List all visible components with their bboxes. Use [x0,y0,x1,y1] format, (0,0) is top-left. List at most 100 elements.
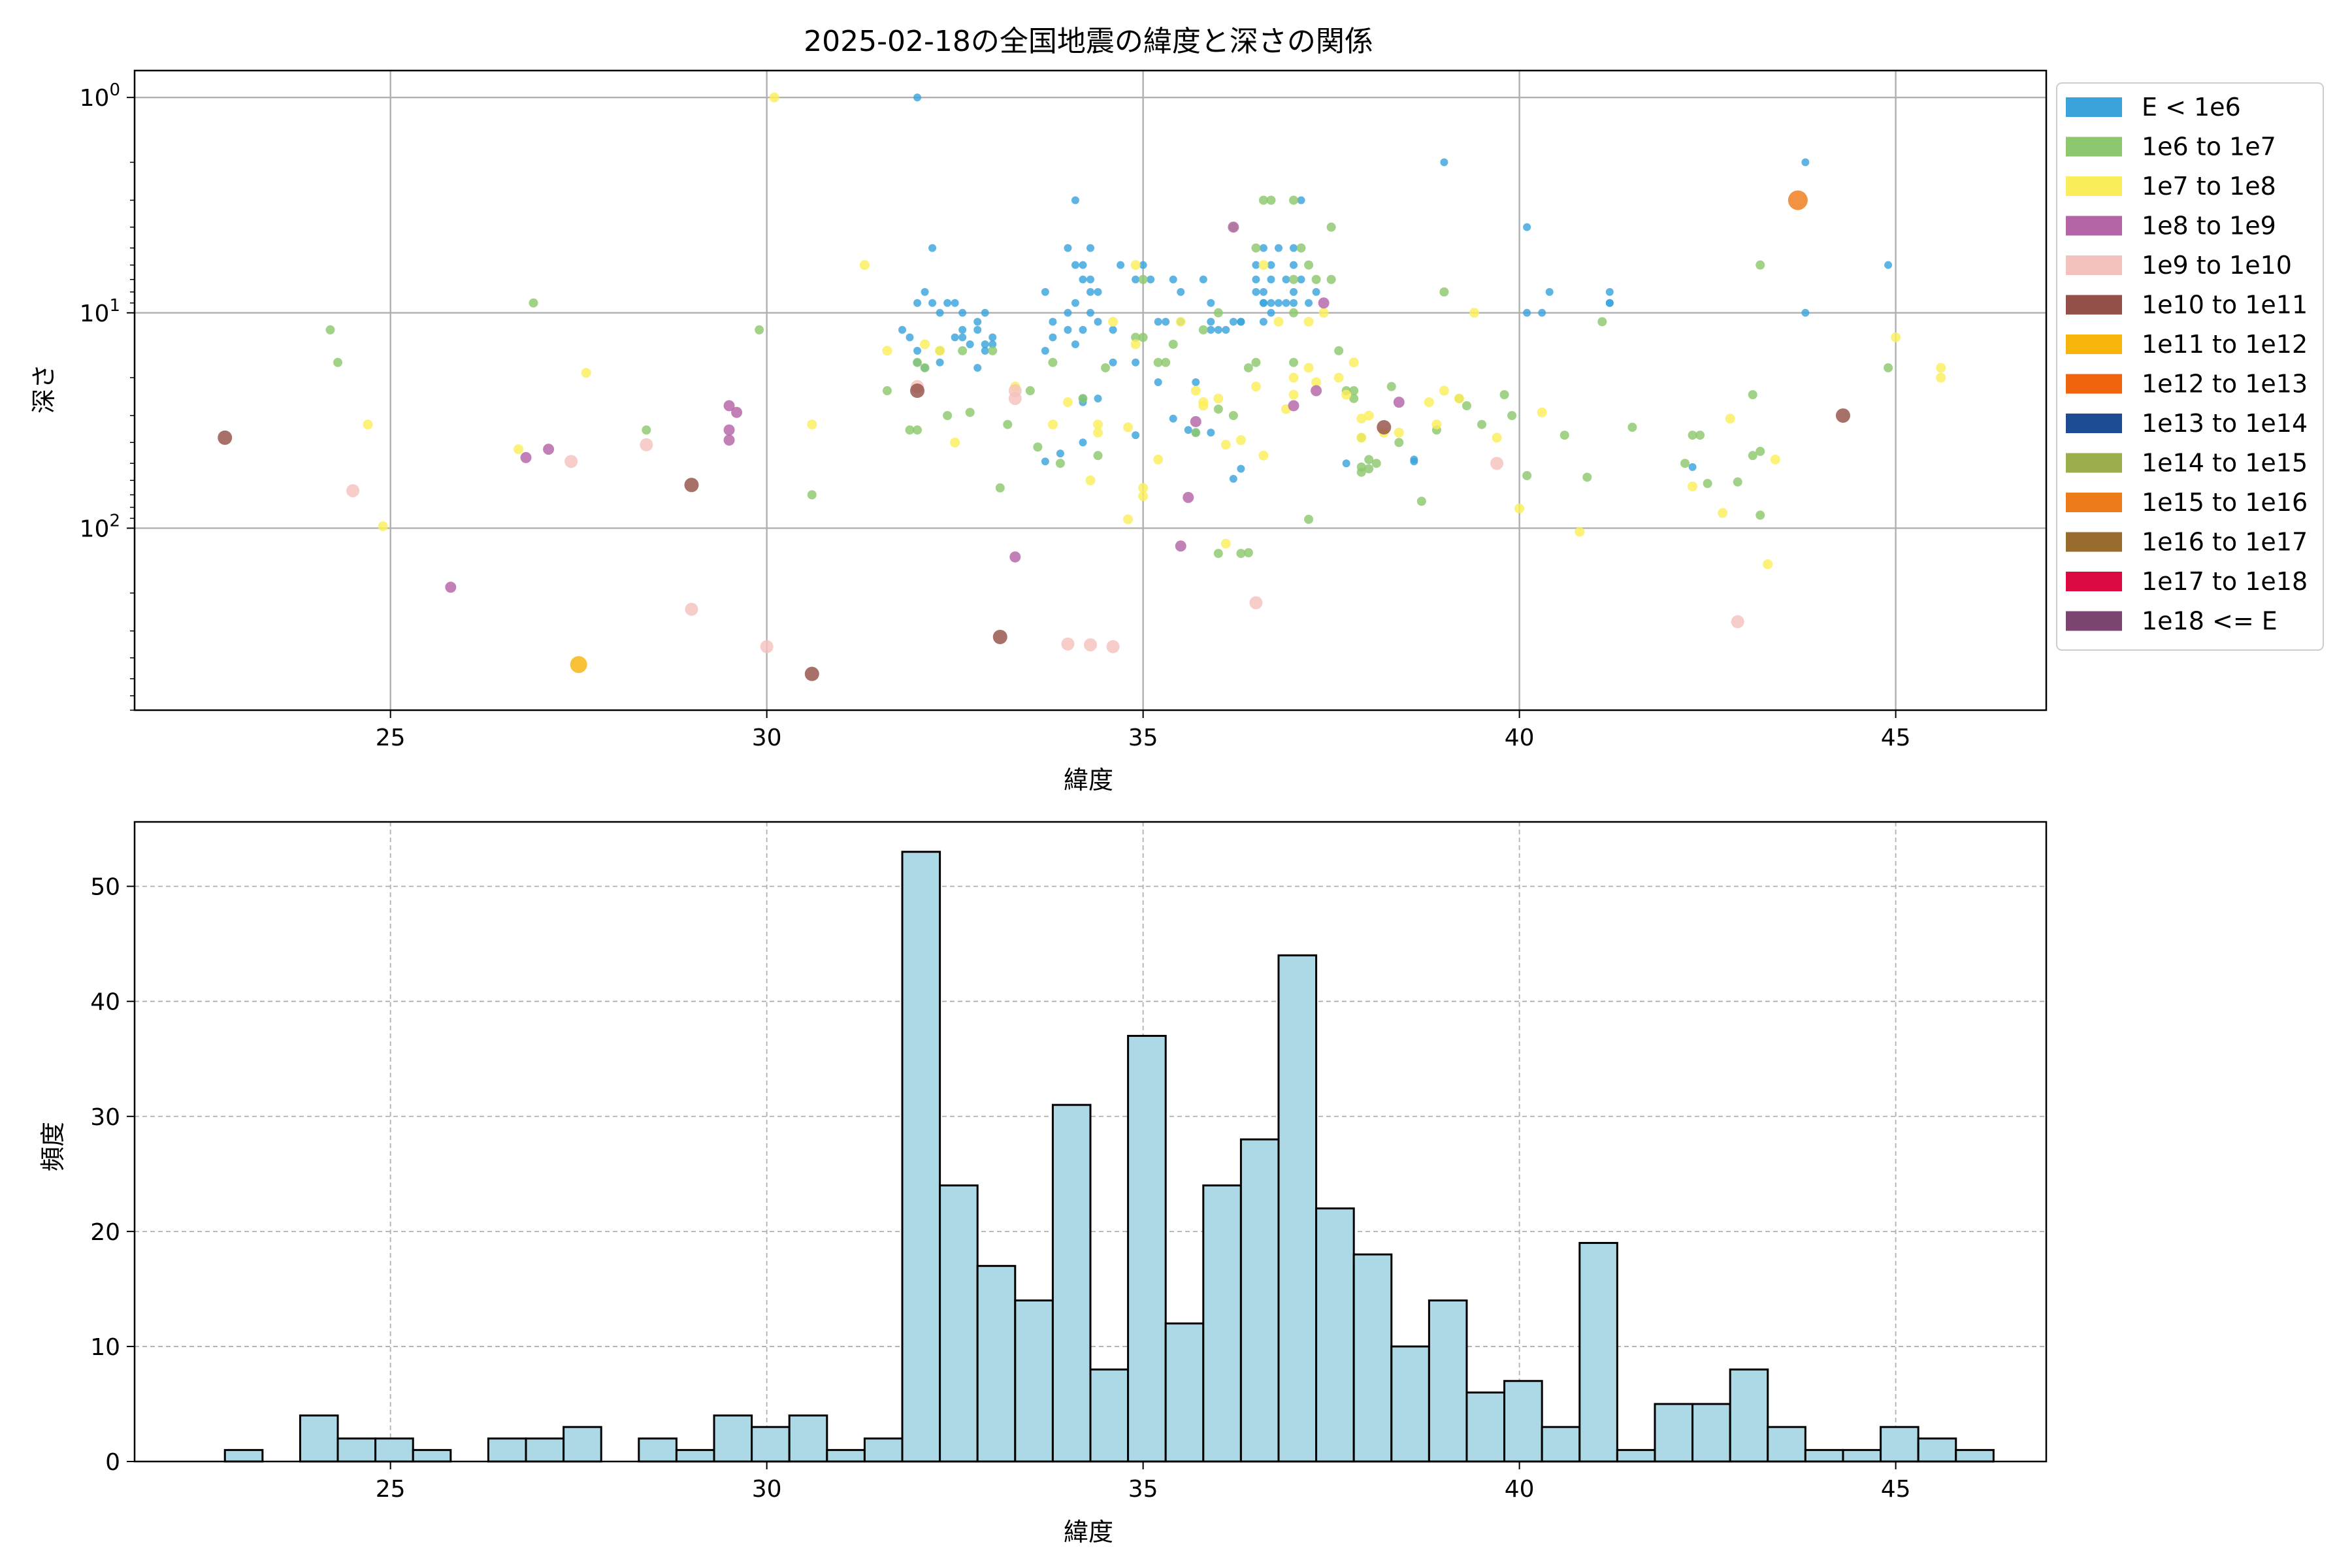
scatter-point [1303,316,1314,327]
histogram-y-tick-label: 50 [90,874,120,901]
scatter-point [995,483,1005,493]
scatter-point [1175,540,1186,552]
histogram-x-axis-label: 緯度 [1064,1518,1113,1546]
scatter-point [1288,389,1299,400]
scatter-point [1605,287,1614,296]
scatter-point [1162,318,1170,326]
scatter-point [1062,397,1073,408]
scatter-point [1439,287,1449,297]
scatter-point [1138,483,1149,493]
scatter-point [445,581,457,593]
histogram-bar [675,1448,715,1463]
scatter-point [1537,407,1547,417]
scatter-point [1718,508,1728,518]
histogram-bar [826,1448,866,1463]
legend-swatch [2066,216,2122,236]
scatter-point [1228,411,1238,421]
legend-swatch [2066,176,2122,196]
legend-label: 1e11 to 1e12 [2142,330,2308,359]
scatter-point [1394,427,1404,438]
scatter-point [1266,195,1276,205]
scatter-point [958,333,967,342]
scatter-point [913,346,922,355]
scatter-point [913,425,923,435]
histogram-y-tick-label: 0 [105,1449,120,1476]
histogram-x-tick-label: 35 [1128,1476,1158,1503]
scatter-point [1289,195,1299,205]
scatter-point [1169,414,1177,423]
scatter-point [1394,438,1404,448]
histogram-bar [1917,1437,1957,1463]
scatter-point [1545,287,1554,296]
scatter-point [1049,333,1057,342]
scatter-point [1763,559,1773,570]
histogram-bar [1955,1448,1995,1463]
scatter-point [1251,357,1261,367]
scatter-point [1085,475,1096,485]
scatter-point [1041,457,1049,466]
scatter-point [1132,358,1140,367]
scatter-point [564,455,578,468]
legend-swatch [2066,414,2122,433]
scatter-point [807,419,817,430]
histogram-bar [1239,1138,1280,1463]
scatter-point [807,490,817,500]
histogram-bar [1277,954,1318,1463]
legend-swatch [2066,335,2122,354]
scatter-panel: 2025-02-18の全国地震の緯度と深さの関係 25 30 35 40 45 1001… [29,25,2324,794]
scatter-point [981,340,989,348]
scatter-point [1251,243,1261,253]
scatter-point [992,629,1007,644]
scatter-point [1348,357,1359,368]
scatter-point [988,346,998,355]
scatter-point [1341,389,1352,400]
histogram-y-axis-label: 頻度 [39,1122,67,1171]
scatter-y-tick-label: 102 [80,511,120,542]
scatter-point [1523,223,1531,231]
scatter-point [1130,339,1141,350]
scatter-point [1207,429,1215,437]
scatter-series [363,92,1946,570]
histogram-bar [939,1184,979,1463]
scatter-point [1250,382,1261,392]
scatter-point [346,484,360,498]
histogram-bar [1691,1403,1731,1463]
scatter-point [1303,363,1314,373]
scatter-point [529,298,538,308]
histogram-x-tick-label: 30 [752,1476,782,1503]
scatter-point [913,93,922,102]
scatter-point [1228,221,1239,233]
scatter-point [988,333,997,342]
scatter-plot-frame [133,69,2048,711]
histogram-bar [336,1437,377,1463]
scatter-point [1377,419,1392,434]
scatter-point [1282,299,1290,307]
legend-swatch [2066,97,2122,117]
histogram-bar [1541,1426,1581,1463]
scatter-point [1326,222,1336,232]
scatter-point [1207,318,1215,326]
scatter-point [218,430,233,445]
scatter-point [1289,308,1299,318]
scatter-y-tick-label: 100 [80,80,120,112]
scatter-point [1801,308,1810,317]
scatter-point [1207,299,1215,307]
scatter-point [1297,196,1305,204]
legend-label: 1e15 to 1e16 [2142,488,2308,517]
scatter-point [1198,400,1209,411]
scatter-point [1507,411,1517,421]
scatter-point [570,656,587,674]
scatter-point [1440,158,1448,167]
scatter-point [1147,275,1155,284]
scatter-point [1884,363,1893,372]
scatter-point [1094,318,1102,326]
scatter-y-axis-label: 深さ [29,364,58,414]
scatter-point [1079,275,1087,284]
scatter-point [769,92,779,103]
scatter-point [1290,244,1298,252]
scatter-point [1597,317,1607,327]
scatter-x-tick-label: 35 [1128,725,1158,751]
scatter-point [910,384,925,399]
legend-label: 1e8 to 1e9 [2142,212,2276,240]
histogram-bar [1767,1426,1806,1463]
